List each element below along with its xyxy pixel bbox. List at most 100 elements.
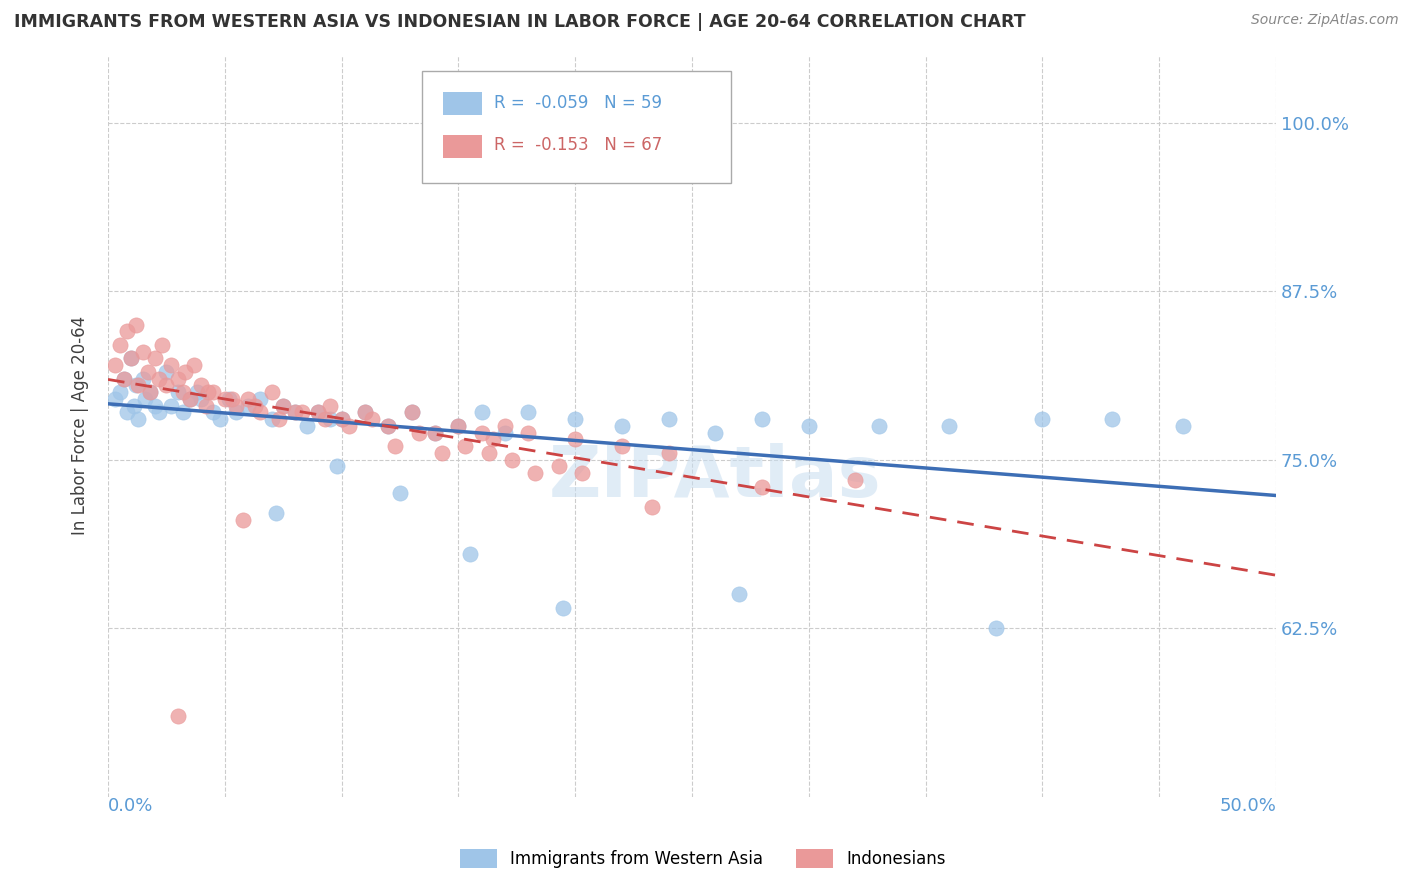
Point <box>202 405 225 419</box>
Point <box>120 351 142 366</box>
Point <box>122 399 145 413</box>
Text: Source: ZipAtlas.com: Source: ZipAtlas.com <box>1251 13 1399 28</box>
Point <box>388 486 411 500</box>
Text: ZIPAtlas: ZIPAtlas <box>548 443 882 512</box>
Point <box>167 372 190 386</box>
Point <box>377 418 399 433</box>
Point <box>319 412 342 426</box>
Point <box>547 459 569 474</box>
Point <box>172 405 194 419</box>
Legend: Immigrants from Western Asia, Indonesians: Immigrants from Western Asia, Indonesian… <box>453 843 953 875</box>
Point <box>524 466 547 480</box>
Point <box>326 459 349 474</box>
Point <box>167 385 190 400</box>
Point <box>260 385 283 400</box>
Point <box>225 405 247 419</box>
Point <box>641 500 664 514</box>
Point <box>190 392 212 406</box>
Point <box>401 405 423 419</box>
Point <box>150 338 173 352</box>
Point <box>139 385 162 400</box>
Point <box>284 405 307 419</box>
Point <box>337 418 360 433</box>
Point <box>447 418 470 433</box>
Point <box>190 378 212 392</box>
Point <box>249 392 271 406</box>
Text: R =  -0.059   N = 59: R = -0.059 N = 59 <box>494 94 661 112</box>
Point <box>160 358 183 372</box>
Point <box>120 351 142 366</box>
Point <box>517 425 540 440</box>
Point <box>423 425 446 440</box>
Point <box>125 378 148 392</box>
Point <box>868 418 890 433</box>
Point <box>751 479 773 493</box>
Point <box>136 365 159 379</box>
Point <box>291 405 314 419</box>
Point <box>384 439 406 453</box>
Point <box>172 385 194 400</box>
Point <box>104 358 127 372</box>
Text: IMMIGRANTS FROM WESTERN ASIA VS INDONESIAN IN LABOR FORCE | AGE 20-64 CORRELATIO: IMMIGRANTS FROM WESTERN ASIA VS INDONESI… <box>14 13 1026 31</box>
Point <box>408 425 430 440</box>
Point <box>314 412 336 426</box>
Point <box>125 318 148 332</box>
Point <box>197 385 219 400</box>
Point <box>354 405 377 419</box>
Point <box>243 399 266 413</box>
Text: R =  -0.153   N = 67: R = -0.153 N = 67 <box>494 136 662 154</box>
Point <box>319 399 342 413</box>
Point <box>271 399 294 413</box>
Point <box>115 325 138 339</box>
Point <box>155 365 177 379</box>
Point <box>330 412 353 426</box>
Point <box>179 392 201 406</box>
Point <box>704 425 727 440</box>
Point <box>454 439 477 453</box>
Point <box>401 405 423 419</box>
Point <box>610 439 633 453</box>
Point <box>423 425 446 440</box>
Point <box>167 708 190 723</box>
Point <box>553 600 575 615</box>
Y-axis label: In Labor Force | Age 20-64: In Labor Force | Age 20-64 <box>72 317 89 535</box>
Point <box>1101 412 1123 426</box>
Point <box>127 378 149 392</box>
Point <box>225 399 247 413</box>
Point <box>218 392 240 406</box>
Point <box>610 418 633 433</box>
Point <box>104 392 127 406</box>
Point <box>447 418 470 433</box>
Point <box>482 433 505 447</box>
Point <box>458 547 481 561</box>
Point <box>471 425 494 440</box>
Point <box>658 412 681 426</box>
Point <box>494 425 516 440</box>
Point <box>307 405 329 419</box>
Point <box>195 399 218 413</box>
Point <box>501 452 523 467</box>
Point <box>160 399 183 413</box>
Point <box>148 405 170 419</box>
Point <box>108 385 131 400</box>
Point <box>471 405 494 419</box>
Point <box>127 412 149 426</box>
Point <box>232 513 254 527</box>
Point <box>751 412 773 426</box>
Point <box>478 446 501 460</box>
Point <box>377 418 399 433</box>
Text: 50.0%: 50.0% <box>1219 797 1277 814</box>
Point <box>143 351 166 366</box>
Point <box>354 405 377 419</box>
Point <box>284 405 307 419</box>
Point <box>430 446 453 460</box>
Point <box>179 392 201 406</box>
Point <box>112 372 135 386</box>
Point <box>183 358 205 372</box>
Point <box>267 412 290 426</box>
Point <box>938 418 960 433</box>
Point <box>174 365 197 379</box>
Text: 0.0%: 0.0% <box>108 797 153 814</box>
Point <box>984 621 1007 635</box>
Point <box>330 412 353 426</box>
